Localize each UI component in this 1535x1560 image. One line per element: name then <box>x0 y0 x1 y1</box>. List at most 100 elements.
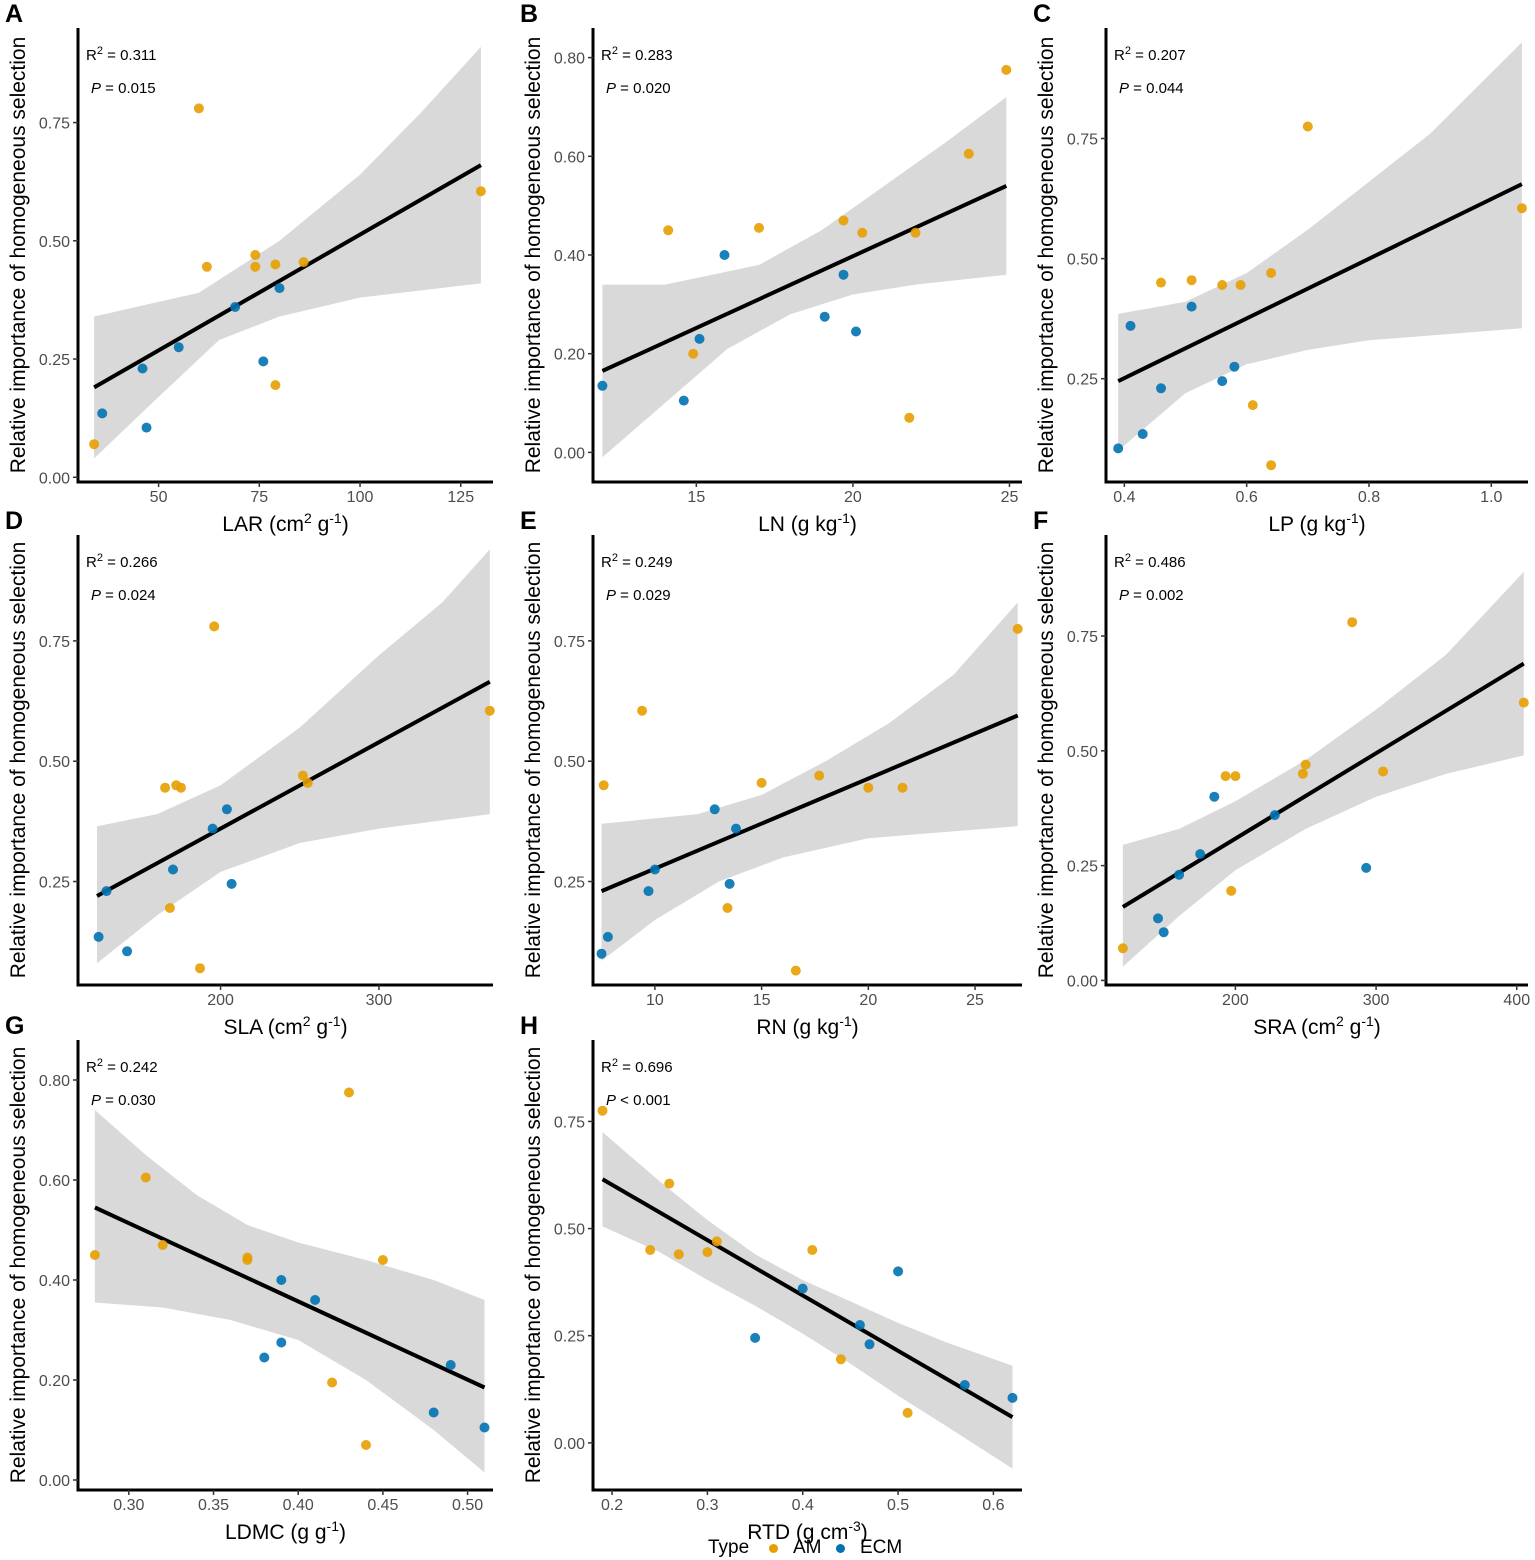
y-tick-label: 0.50 <box>554 1222 585 1239</box>
data-point-am <box>302 777 313 788</box>
p-annotation: P = 0.044 <box>1119 80 1184 97</box>
data-point-am <box>1302 121 1313 132</box>
y-tick-label: 0.75 <box>554 1114 585 1131</box>
y-tick-label: 0.80 <box>39 1073 70 1090</box>
data-point-ecm <box>258 356 269 367</box>
data-point-ecm <box>122 946 133 957</box>
data-point-am <box>637 705 648 716</box>
data-point-ecm <box>1195 849 1206 860</box>
x-axis-label: LAR (cm2 g-1) <box>222 510 348 536</box>
x-tick-label: 0.8 <box>1358 489 1380 506</box>
x-tick-label: 0.30 <box>113 1497 144 1514</box>
y-tick-label: 0.25 <box>39 352 70 369</box>
x-tick-label: 20 <box>844 489 862 506</box>
x-tick-label: 10 <box>646 992 664 1009</box>
x-tick-label: 0.6 <box>982 1497 1004 1514</box>
data-point-ecm <box>851 326 861 337</box>
data-point-ecm <box>1269 810 1280 821</box>
data-point-ecm <box>1209 791 1220 802</box>
panel-letter: D <box>5 507 23 535</box>
data-point-am <box>1226 885 1237 896</box>
regression-line <box>94 1205 486 1390</box>
data-point-am <box>1012 623 1023 634</box>
data-point-ecm <box>274 283 285 294</box>
data-point-ecm <box>1153 913 1163 924</box>
data-point-am <box>157 1240 168 1250</box>
data-point-ecm <box>230 302 241 312</box>
data-point-am <box>663 225 674 236</box>
p-annotation: P = 0.030 <box>91 1092 156 1109</box>
data-point-ecm <box>597 380 608 391</box>
data-point-am <box>863 782 874 793</box>
data-point-ecm <box>259 1352 270 1363</box>
data-point-ecm <box>694 333 705 344</box>
y-tick-label: 0.75 <box>1067 629 1098 646</box>
data-point-am <box>754 222 764 233</box>
data-point-am <box>702 1247 713 1258</box>
data-point-am <box>963 148 974 159</box>
data-point-am <box>807 1245 818 1255</box>
x-tick-label: 0.4 <box>1113 489 1135 506</box>
y-tick-label: 0.50 <box>1067 252 1098 269</box>
y-tick-label: 0.20 <box>39 1373 70 1390</box>
data-point-am <box>270 259 281 270</box>
data-point-ecm <box>643 886 654 897</box>
y-tick-label: 0.80 <box>554 51 585 68</box>
r2-annotation: R2 = 0.207 <box>1114 45 1186 64</box>
data-point-ecm <box>1137 429 1148 439</box>
data-point-ecm <box>173 342 184 353</box>
data-point-ecm <box>1174 869 1185 880</box>
r2-annotation: R2 = 0.242 <box>86 1057 158 1076</box>
data-point-am <box>722 903 733 913</box>
y-axis-label: Relative importance of homogeneous selec… <box>522 1047 545 1484</box>
x-tick-label: 25 <box>1001 489 1019 506</box>
data-point-ecm <box>602 931 613 942</box>
y-axis-label: Relative importance of homogeneous selec… <box>522 542 545 979</box>
data-point-am <box>1230 771 1241 782</box>
x-tick-label: 0.6 <box>1236 489 1258 506</box>
x-tick-label: 400 <box>1503 992 1530 1009</box>
data-point-am <box>1518 697 1529 708</box>
x-axis-label: LP (g kg-1) <box>1268 510 1365 536</box>
p-annotation: P = 0.024 <box>91 587 156 604</box>
data-point-am <box>377 1255 388 1265</box>
data-point-ecm <box>724 878 735 889</box>
r2-annotation: R2 = 0.266 <box>86 552 158 571</box>
data-point-ecm <box>479 1422 490 1433</box>
regression-line <box>93 163 482 390</box>
panel-f: F 0.00 0.25 0.50 0.75 200 300 400 SRA (cm2 g-1) R… <box>1033 507 1530 1039</box>
data-point-ecm <box>226 878 237 889</box>
data-point-ecm <box>141 422 152 433</box>
panel-letter: A <box>5 0 23 28</box>
data-point-ecm <box>276 1275 287 1285</box>
regression-line <box>601 1177 1014 1419</box>
y-tick-label: 0.00 <box>39 470 70 487</box>
confidence-band <box>601 602 1018 961</box>
x-tick-label: 0.3 <box>696 1497 718 1514</box>
data-point-am <box>645 1245 656 1255</box>
data-point-am <box>838 215 849 226</box>
x-axis-label: SRA (cm2 g-1) <box>1253 1013 1381 1039</box>
data-point-am <box>89 1250 100 1260</box>
r2-annotation: R2 = 0.311 <box>86 45 157 64</box>
regression-line <box>96 680 491 898</box>
data-point-am <box>688 348 699 359</box>
data-point-am <box>475 186 486 197</box>
x-axis-label: LDMC (g g-1) <box>225 1518 346 1544</box>
r2-annotation: R2 = 0.696 <box>601 1057 673 1076</box>
x-axis-label: RTD (g cm-3) <box>747 1518 868 1544</box>
panel-e: E 0.25 0.50 0.75 10 15 20 25 RN (g kg-1) Relative… <box>520 507 1023 1039</box>
data-point-am <box>835 1354 846 1365</box>
data-point-ecm <box>445 1360 456 1370</box>
data-point-am <box>1266 460 1277 471</box>
y-tick-label: 0.60 <box>39 1173 70 1190</box>
data-point-ecm <box>1156 383 1166 394</box>
y-tick-label: 0.75 <box>554 634 585 651</box>
y-tick-label: 0.75 <box>39 116 70 133</box>
x-axis-label: LN (g kg-1) <box>758 510 857 536</box>
data-point-ecm <box>719 250 730 260</box>
confidence-band <box>1118 42 1522 451</box>
y-tick-label: 0.50 <box>1067 744 1098 761</box>
data-point-ecm <box>649 864 660 875</box>
